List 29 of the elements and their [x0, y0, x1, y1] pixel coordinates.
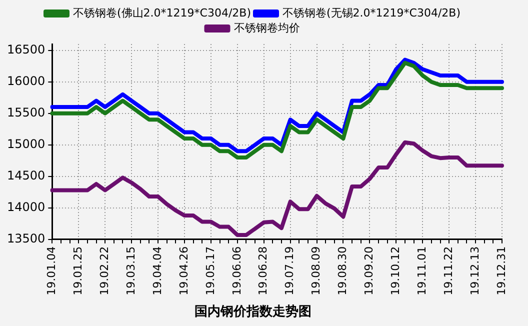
- y-tick-label: 16500: [6, 42, 46, 56]
- legend-label: 不锈钢卷均价: [234, 21, 300, 34]
- x-tick-label: 19.08.09: [310, 246, 323, 296]
- x-tick-label: 19.01.04: [45, 246, 58, 296]
- x-tick-label: 19.01.25: [71, 246, 84, 296]
- x-tick-label: 19.11.22: [442, 246, 455, 296]
- y-tick-label: 14000: [6, 200, 46, 214]
- y-tick-label: 15000: [6, 136, 46, 151]
- x-tick-label: 19.09.20: [362, 246, 376, 296]
- legend-label: 不锈钢卷(无锡2.0*1219*C304/2B): [282, 6, 460, 20]
- x-tick-label: 19.10.12: [389, 246, 402, 296]
- x-tick-label: 19.05.17: [204, 246, 217, 296]
- y-tick-label: 13500: [6, 232, 46, 246]
- x-tick-label: 19.04.04: [150, 246, 164, 296]
- x-tick-label: 19.11.01: [415, 246, 428, 296]
- x-tick-label: 19.07.19: [283, 246, 296, 296]
- y-tick-label: 16000: [6, 74, 46, 88]
- x-tick-label: 19.06.28: [256, 246, 270, 296]
- text: 国内钢价指数走势图: [194, 304, 312, 320]
- x-tick-label: 19.02.22: [98, 246, 111, 296]
- y-tick-label: 14500: [6, 168, 46, 183]
- legend-label: 不锈钢卷(佛山2.0*1219*C304/2B): [73, 6, 251, 20]
- x-tick-label: 19.03.15: [124, 246, 138, 296]
- y-tick-label: 15500: [6, 105, 46, 120]
- x-tick-label: 19.12.31: [494, 246, 508, 296]
- x-tick-label: 19.12.13: [468, 246, 482, 296]
- x-tick-label: 19.04.26: [177, 246, 190, 296]
- x-tick-label: 19.06.06: [230, 246, 244, 296]
- x-tick-label: 19.08.30: [336, 246, 350, 296]
